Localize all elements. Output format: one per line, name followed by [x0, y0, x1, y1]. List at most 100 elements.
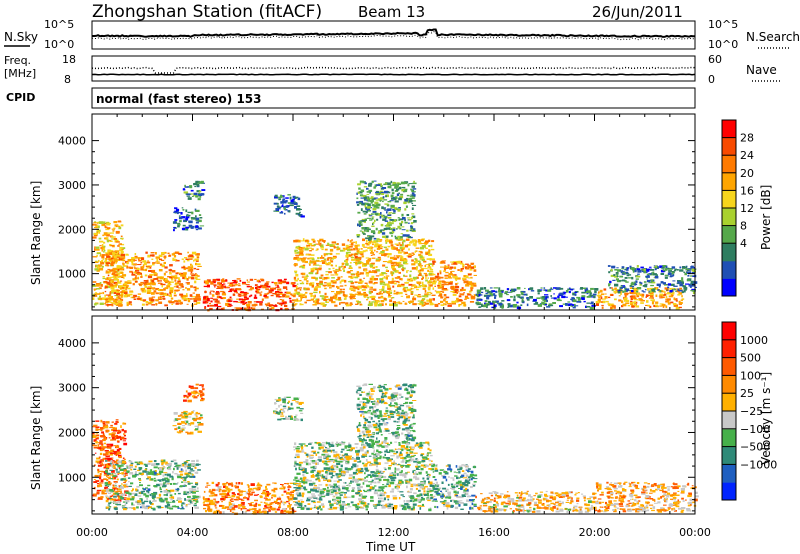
power-cell-8: [449, 268, 452, 270]
power-cell-4: [278, 296, 281, 298]
velocity-cell-4: [250, 502, 254, 504]
power-cell-6: [430, 258, 435, 260]
power-cell-1: [131, 273, 136, 276]
velocity-cell-1: [108, 496, 111, 498]
power-cell-6: [311, 258, 315, 261]
power-cell-10: [634, 288, 638, 290]
power-cell-11: [667, 272, 672, 276]
power-cell-11: [646, 273, 650, 275]
power-cell-8: [454, 278, 458, 280]
power-cell-6: [330, 265, 334, 267]
power-cell-7: [398, 192, 400, 195]
power-cell-6: [305, 239, 309, 242]
velocity-cell-1: [170, 498, 173, 501]
power-cell-2: [199, 225, 205, 227]
power-cell-1: [177, 289, 180, 292]
power-cell-5: [291, 201, 296, 205]
velocity-cell-3: [194, 387, 199, 390]
power-cell-4: [235, 288, 238, 291]
velocity-cell-1: [117, 464, 122, 468]
velocity-cell-4: [265, 503, 269, 506]
velocity-cell-4: [238, 507, 241, 509]
power-cell-0: [107, 251, 111, 253]
power-cell-9: [529, 287, 533, 290]
velocity-cell-0: [94, 479, 96, 480]
power-cell-10: [601, 298, 606, 300]
power-cell-1: [105, 262, 110, 265]
power-cell-2: [190, 217, 194, 219]
power-cell-4: [225, 279, 228, 282]
velocity-cell-1: [130, 462, 134, 465]
velocity-cell-0: [98, 447, 101, 450]
power-cell-1: [117, 269, 120, 271]
power-cell-6: [399, 238, 404, 240]
power-cell-6: [401, 251, 405, 253]
power-cell-4: [277, 279, 282, 282]
velocity-cell-1: [110, 491, 113, 493]
power-cell-4: [210, 282, 214, 285]
velocity-cell-1: [162, 484, 167, 487]
power-cell-1: [155, 256, 160, 259]
power-cell-9: [523, 294, 527, 296]
power-cell-1: [113, 292, 117, 294]
velocity-cell-4: [251, 491, 255, 494]
power-cell-6: [331, 301, 336, 304]
velocity-cell-4: [220, 498, 225, 501]
power-ytick-label: 3000: [58, 179, 86, 192]
power-cell-8: [450, 271, 453, 274]
velocity-cell-2: [187, 432, 192, 435]
power-cell-6: [426, 258, 431, 260]
velocity-cell-0: [111, 421, 114, 423]
velocity-cell-0: [101, 431, 104, 434]
power-cell-6: [344, 260, 347, 262]
velocity-cell-0: [99, 440, 103, 442]
velocity-cell-1: [107, 485, 110, 487]
power-cell-1: [181, 266, 186, 269]
power-cell-6: [385, 241, 388, 244]
power-cell-7: [398, 197, 402, 201]
power-cell-9: [483, 287, 487, 290]
power-cell-8: [443, 303, 445, 305]
velocity-cell-3: [199, 395, 203, 398]
velocity-cell-4: [245, 510, 248, 512]
power-cell-9: [526, 303, 529, 307]
power-cell-1: [144, 268, 148, 272]
power-cell-6: [354, 246, 358, 249]
power-cell-6: [420, 265, 422, 269]
velocity-cell-1: [163, 490, 167, 493]
velocity-cell-1: [134, 473, 137, 475]
power-cell-0: [109, 250, 114, 253]
velocity-cell-3: [191, 391, 196, 394]
power-cell-1: [149, 273, 154, 276]
power-cell-4: [212, 278, 217, 282]
velocity-cell-0: [119, 499, 122, 502]
power-cell-9: [574, 293, 577, 296]
power-cell-6: [420, 254, 423, 257]
power-cell-6: [364, 282, 368, 284]
power-cell-6: [364, 296, 368, 298]
velocity-cell-4: [232, 503, 235, 506]
nave-tick-bottom: 0: [708, 73, 715, 86]
velocity-cell-0: [112, 436, 115, 440]
velocity-cell-0: [95, 420, 100, 422]
power-cell-2: [195, 225, 199, 228]
power-cell-1: [114, 255, 117, 258]
velocity-cell-1: [158, 493, 162, 497]
power-cell-11: [651, 272, 654, 274]
power-cell-1: [152, 282, 156, 286]
power-cell-0: [99, 292, 102, 294]
power-cell-7: [384, 220, 389, 222]
power-cell-0: [100, 262, 103, 265]
power-cell-11: [679, 266, 682, 269]
power-cell-11: [627, 267, 630, 269]
power-cell-9: [594, 290, 597, 294]
velocity-cell-2: [176, 427, 179, 430]
velocity-cell-1: [150, 478, 154, 481]
power-cell-10: [650, 295, 654, 298]
power-cell-6: [405, 238, 410, 241]
power-cell-11: [660, 273, 665, 275]
velocity-cell-4: [210, 502, 215, 506]
power-cell-0: [104, 226, 108, 229]
velocity-cell-0: [101, 491, 105, 495]
power-cell-8: [443, 300, 446, 302]
